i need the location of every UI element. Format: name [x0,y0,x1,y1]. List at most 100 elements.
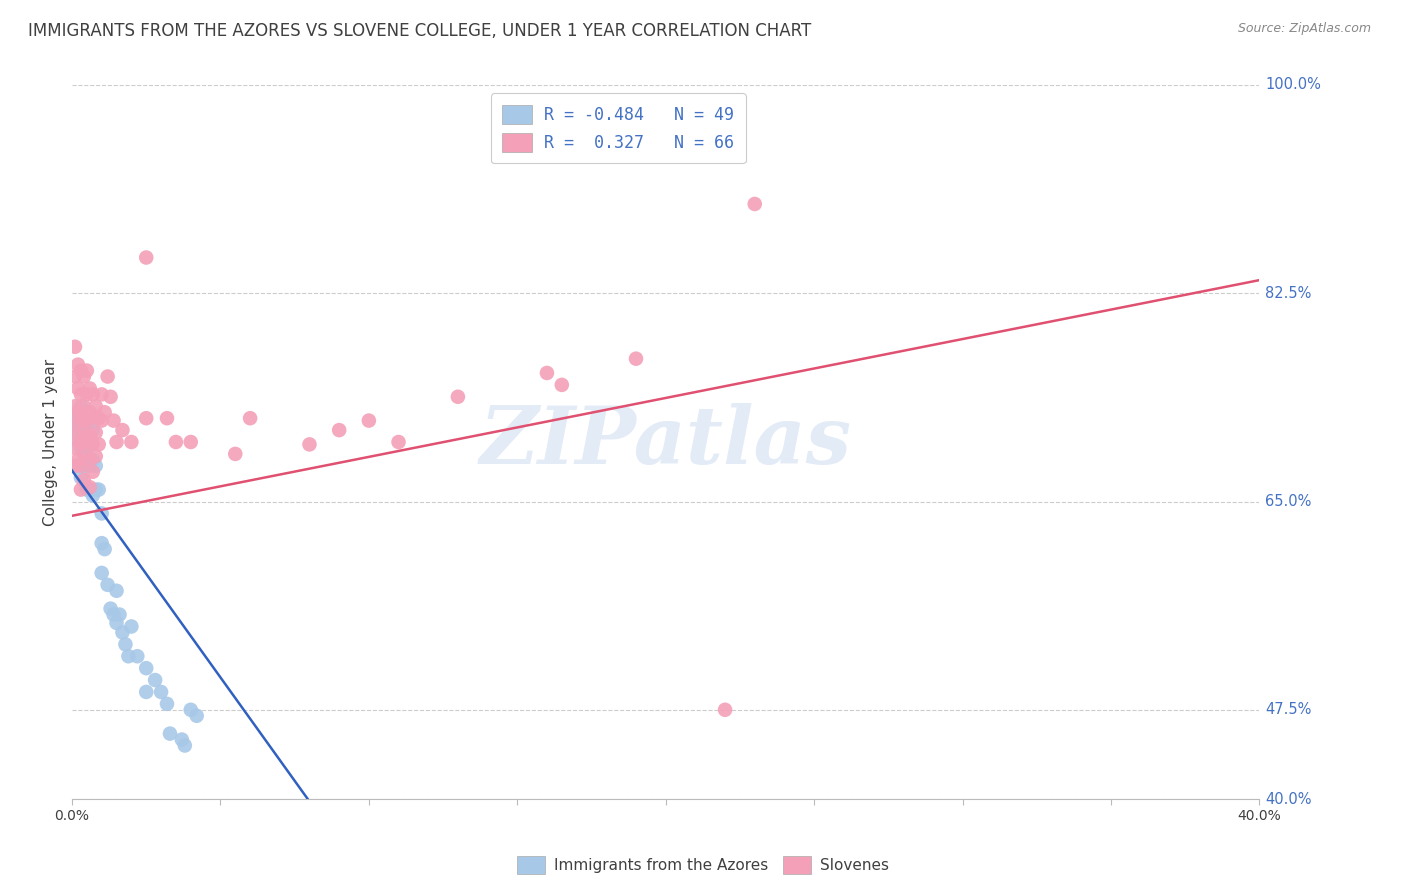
Point [97,578,120,592]
Point [82,489,104,503]
Point [76,417,98,432]
Point [79,405,101,419]
Point [82,411,104,425]
Point [73,411,96,425]
Point [744,197,766,211]
Point [84,450,107,464]
Y-axis label: College, Under 1 year: College, Under 1 year [44,359,58,525]
Point [79,483,101,497]
Point [90,507,112,521]
Point [127,649,149,664]
Point [117,649,139,664]
Point [66,405,89,419]
Point [73,447,96,461]
Point [79,480,101,494]
Point [82,453,104,467]
Point [84,483,107,497]
Text: 65.0%: 65.0% [1265,494,1312,509]
Point [63,417,86,432]
Point [66,458,89,473]
Text: 40.0%: 40.0% [1265,791,1312,806]
Point [714,703,737,717]
Point [84,425,107,440]
Point [624,351,647,366]
Point [76,413,98,427]
Point [180,703,202,717]
Point [87,411,110,425]
Point [111,625,134,640]
Point [70,399,93,413]
Point [82,437,104,451]
Point [79,429,101,443]
Point [357,413,380,427]
Point [135,411,157,425]
Point [63,441,86,455]
Point [76,387,98,401]
Point [76,363,98,377]
Point [79,453,101,467]
Point [73,369,96,384]
Point [70,387,93,401]
Point [328,423,350,437]
Text: 100.0%: 100.0% [1265,78,1322,93]
Point [66,358,89,372]
Point [105,615,128,630]
Point [159,726,181,740]
Point [170,732,193,747]
Point [150,685,173,699]
Point [90,566,112,580]
Point [298,437,321,451]
Point [73,435,96,450]
Point [70,435,93,450]
Point [70,471,93,485]
Point [66,429,89,443]
Point [76,483,98,497]
Point [79,435,101,450]
Point [100,601,122,615]
Point [93,405,115,419]
Point [135,251,157,265]
Point [103,607,125,622]
Point [165,435,187,450]
Point [90,387,112,401]
Text: 82.5%: 82.5% [1265,285,1312,301]
Point [108,607,131,622]
Point [156,411,179,425]
Point [82,465,104,479]
Point [105,583,128,598]
Point [70,363,93,377]
Point [70,417,93,432]
Text: IMMIGRANTS FROM THE AZORES VS SLOVENE COLLEGE, UNDER 1 YEAR CORRELATION CHART: IMMIGRANTS FROM THE AZORES VS SLOVENE CO… [28,22,811,40]
Point [239,411,262,425]
Point [70,411,93,425]
Point [76,435,98,450]
Point [66,435,89,450]
Point [79,381,101,395]
Point [76,441,98,455]
Point [63,399,86,413]
Text: Source: ZipAtlas.com: Source: ZipAtlas.com [1237,22,1371,36]
Point [73,399,96,413]
Point [156,697,179,711]
Point [63,411,86,425]
Point [87,483,110,497]
Point [63,340,86,354]
Point [82,387,104,401]
Point [73,458,96,473]
Point [90,413,112,427]
Point [173,739,195,753]
Point [551,377,574,392]
Point [66,381,89,395]
Point [135,661,157,675]
Point [111,423,134,437]
Point [120,619,142,633]
Point [180,435,202,450]
Point [73,473,96,487]
Point [73,423,96,437]
Point [84,399,107,413]
Legend: R = -0.484   N = 49, R =  0.327   N = 66: R = -0.484 N = 49, R = 0.327 N = 66 [491,94,745,163]
Point [63,369,86,384]
Text: 47.5%: 47.5% [1265,702,1312,717]
Point [70,458,93,473]
Point [186,708,208,723]
